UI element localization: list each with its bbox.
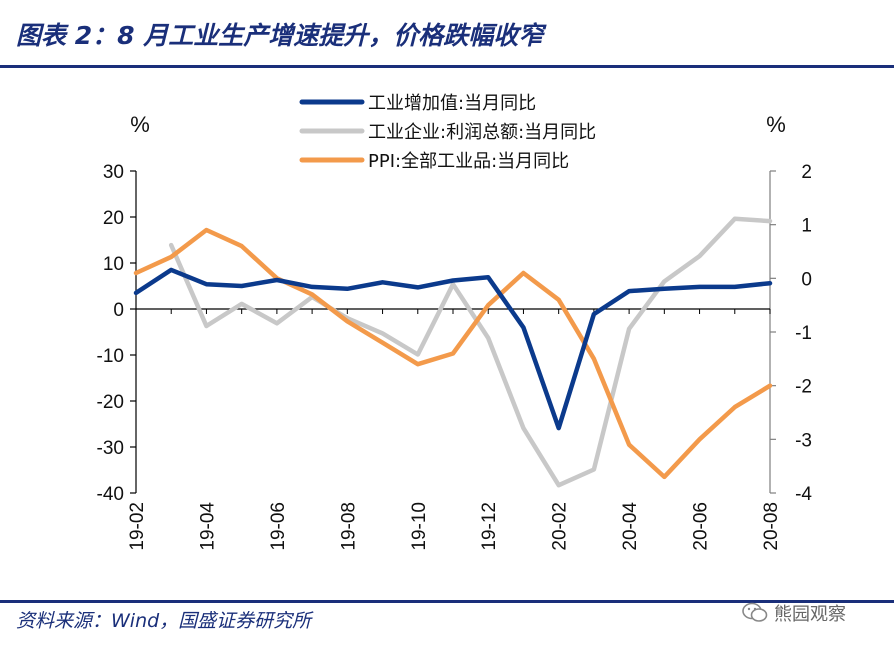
header: 图表 2：8 月工业生产增速提升，价格跌幅收窄 — [0, 0, 894, 66]
legend-label: 工业企业:利润总额:当月同比 — [368, 122, 596, 143]
left-axis-unit: % — [130, 112, 150, 137]
right-tick-label: -3 — [795, 430, 812, 451]
left-tick-label: -10 — [97, 346, 124, 367]
left-tick-label: 30 — [103, 162, 124, 183]
left-tick-label: 0 — [113, 300, 124, 321]
series-line-3 — [133, 227, 773, 480]
x-tick-label: 19-02 — [127, 502, 148, 551]
left-tick-label: -20 — [97, 392, 124, 413]
x-tick-label: 20-08 — [761, 502, 782, 551]
chart-title: 图表 2：8 月工业生产增速提升，价格跌幅收窄 — [16, 21, 544, 50]
right-tick-label: 1 — [801, 216, 812, 237]
right-tick-label: -4 — [795, 484, 812, 505]
right-tick-label: -1 — [795, 323, 812, 344]
legend-label: 工业增加值:当月同比 — [368, 93, 536, 114]
right-tick-label: 2 — [801, 162, 812, 183]
title-divider — [0, 65, 894, 68]
left-tick-label: -30 — [97, 438, 124, 459]
left-tick-label: -40 — [97, 484, 124, 505]
watermark: 熊园观察 — [742, 598, 846, 628]
x-tick-label: 19-12 — [479, 502, 500, 551]
x-tick-label: 20-04 — [620, 502, 641, 551]
right-axis-unit: % — [766, 112, 786, 137]
left-tick-label: 20 — [103, 208, 124, 229]
wechat-icon — [742, 602, 768, 622]
source-note: 资料来源：Wind，国盛证券研究所 — [16, 610, 312, 632]
left-tick-label: 10 — [103, 254, 124, 275]
x-tick-label: 19-10 — [409, 502, 430, 551]
x-tick-label: 20-02 — [550, 502, 571, 551]
series-line-1 — [133, 267, 773, 431]
series-line-2 — [168, 216, 773, 488]
right-tick-label: 0 — [801, 269, 812, 290]
legend-label: PPI:全部工业品:当月同比 — [368, 151, 569, 172]
footer-divider — [0, 600, 894, 603]
x-tick-label: 19-06 — [268, 502, 289, 551]
x-tick-label: 19-04 — [197, 502, 218, 551]
watermark-text: 熊园观察 — [774, 604, 846, 625]
x-tick-label: 19-08 — [338, 502, 359, 551]
x-tick-label: 20-06 — [691, 502, 712, 551]
right-tick-label: -2 — [795, 377, 812, 398]
